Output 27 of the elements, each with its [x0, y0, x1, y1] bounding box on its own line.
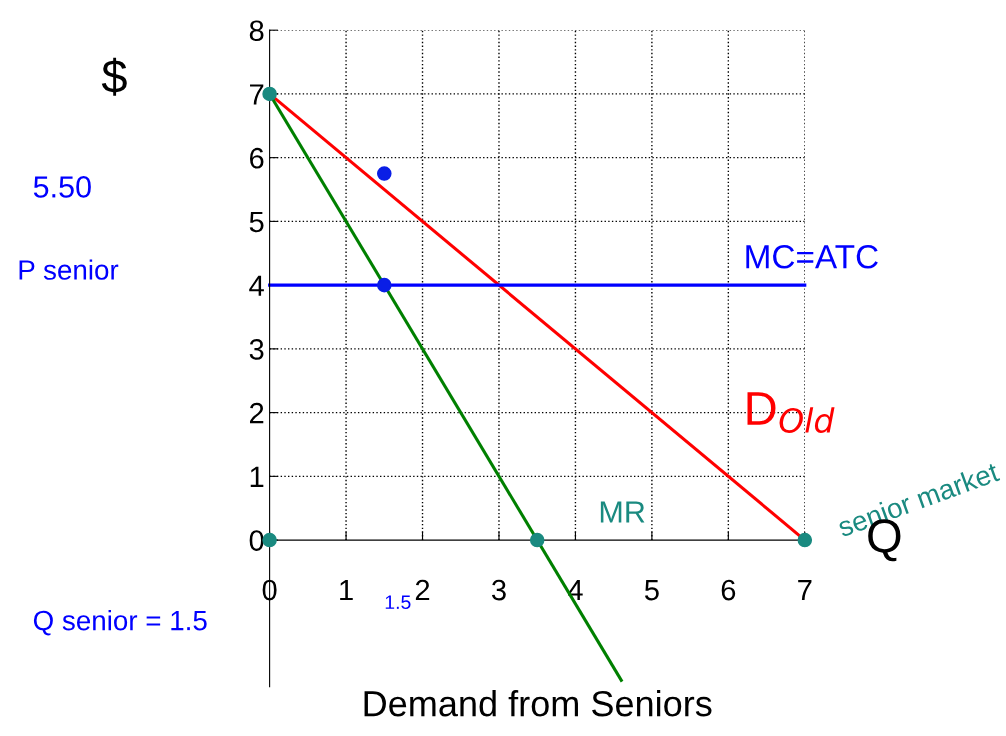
x-tick-label: 7: [798, 580, 812, 601]
annotation: 1.5: [385, 595, 411, 610]
y-tick-label: 1: [250, 466, 264, 487]
point: [529, 532, 545, 548]
annotation: D$_{Old}$: [747, 392, 835, 433]
y-tick-label: 2: [249, 402, 264, 424]
annotation: MR: [600, 501, 645, 523]
y-tick-label: 4: [249, 275, 264, 296]
x-tick-label: 6: [721, 579, 736, 601]
y-tick-label: 5: [249, 211, 264, 233]
point: [377, 166, 392, 181]
text: Q senior = 1.5: [33, 610, 207, 636]
y-tick-label: 0: [249, 530, 264, 551]
annotation: MC=ATC: [746, 244, 878, 269]
y-tick-label: 6: [250, 147, 264, 169]
point: [377, 277, 392, 293]
x-tick-label: 1: [340, 580, 353, 601]
text: P senior: [19, 259, 119, 280]
text: 5.50: [33, 176, 91, 198]
x-tick-label: 2: [415, 579, 430, 601]
x-axis-title: Demand from Seniors: [364, 689, 712, 717]
y-tick-label: 3: [249, 339, 264, 360]
x-tick-label: 5: [644, 580, 659, 601]
x-tick-label: 3: [491, 579, 506, 601]
y-axis-title: $: [101, 57, 127, 96]
y-tick-label: 7: [250, 84, 264, 105]
y-tick-label: 8: [249, 20, 264, 42]
